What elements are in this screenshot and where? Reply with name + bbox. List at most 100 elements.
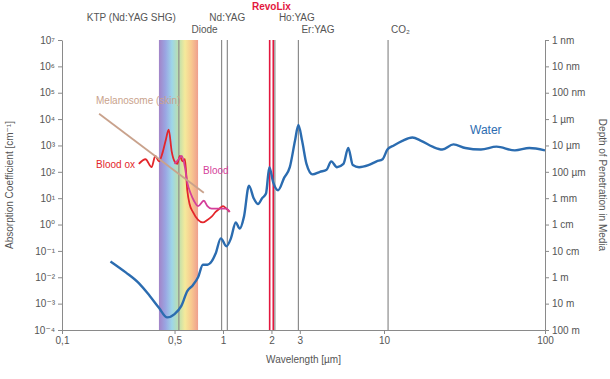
- tick-mark: [300, 330, 301, 334]
- tick-label: 10⁶: [40, 61, 55, 72]
- tick-label: 10⁷: [40, 35, 55, 46]
- tick-mark: [223, 330, 224, 334]
- tick: 100 µm: [545, 167, 586, 178]
- tick: 1 m: [545, 272, 569, 283]
- y2-axis-line: [545, 41, 546, 331]
- tick: 1 mm: [545, 193, 577, 204]
- tick-mark: [545, 145, 549, 146]
- tick-mark: [545, 119, 549, 120]
- tick-label: 1 mm: [552, 193, 577, 204]
- tick: 100 nm: [545, 87, 585, 98]
- laser-label: Er:YAG: [301, 24, 334, 35]
- laser-line: [387, 40, 388, 330]
- tick-label: 100 m: [552, 325, 580, 336]
- tick: 2: [269, 330, 275, 346]
- y2-axis-title: Depth of Penetration in Media: [597, 119, 608, 252]
- tick: 10⁻⁴: [34, 325, 62, 336]
- laser-line: [221, 40, 222, 330]
- tick-label: 2: [269, 335, 275, 346]
- tick-label: 10⁻⁴: [34, 325, 55, 336]
- tick-mark: [545, 40, 549, 41]
- tick-label: 10 µm: [552, 140, 580, 151]
- y2-axis: 1 nm 10 nm 100 nm 1 µm 10 µm 100 µm 1 mm 1 cm 10…: [545, 35, 586, 336]
- tick: 10⁷: [40, 35, 62, 46]
- tick-label: 10¹: [41, 193, 56, 204]
- tick-mark: [58, 145, 62, 146]
- tick-mark: [545, 330, 549, 331]
- series-label: Melanosome (skin): [96, 95, 180, 106]
- series-line: [175, 156, 230, 212]
- laser-line: [298, 40, 299, 330]
- chart: 0,1 0,5 1 2 3 10 100 10⁷ 10⁶ 10⁵ 10⁴ 10³ 10² 10¹ 10⁰ 10…: [0, 0, 610, 379]
- tick-mark: [58, 251, 62, 252]
- tick-mark: [545, 277, 549, 278]
- laser-label: Diode: [191, 24, 218, 35]
- tick-label: 3: [298, 335, 304, 346]
- tick: 10 cm: [545, 246, 579, 257]
- tick-label: 10 m: [552, 298, 574, 309]
- series-line: [99, 114, 204, 193]
- tick-mark: [545, 66, 549, 67]
- tick-mark: [58, 93, 62, 94]
- tick: 1 µm: [545, 114, 574, 125]
- series-line: [139, 130, 230, 223]
- tick-mark: [175, 330, 176, 334]
- tick-label: 10²: [41, 167, 56, 178]
- tick-mark: [545, 225, 549, 226]
- tick-label: 10⁻²: [35, 272, 55, 283]
- tick: 10¹: [41, 193, 62, 204]
- tick-label: 100 nm: [552, 87, 585, 98]
- tick: 0,1: [56, 330, 70, 346]
- tick-label: 1 µm: [552, 114, 574, 125]
- x-axis-line: [63, 330, 546, 331]
- tick-label: 10⁰: [40, 219, 55, 230]
- tick: 10³: [41, 140, 62, 151]
- tick-label: 1 nm: [552, 35, 574, 46]
- x-axis: 0,1 0,5 1 2 3 10 100: [56, 330, 555, 346]
- tick-label: 10⁻¹: [35, 246, 55, 257]
- laser-line: [227, 40, 228, 330]
- tick-label: 10⁴: [40, 114, 55, 125]
- tick-label: 10³: [41, 140, 56, 151]
- tick-mark: [58, 330, 62, 331]
- tick: 10⁻¹: [35, 246, 62, 257]
- tick-label: 0,5: [168, 335, 182, 346]
- laser-label: CO₂: [391, 24, 410, 35]
- tick-label: 10: [379, 335, 391, 346]
- tick-label: 1 m: [552, 272, 569, 283]
- tick: 10: [379, 330, 391, 346]
- tick-label: 10⁵: [40, 87, 55, 98]
- tick-mark: [384, 330, 385, 334]
- tick-label: 10 cm: [552, 246, 579, 257]
- series-label: Blood ox: [96, 159, 135, 170]
- tick: 10²: [41, 167, 62, 178]
- tick: 10 m: [545, 298, 574, 309]
- y-axis-line: [62, 41, 63, 331]
- laser-label: KTP (Nd:YAG SHG): [87, 12, 176, 23]
- tick: 10 µm: [545, 140, 580, 151]
- tick: 1 cm: [545, 219, 574, 230]
- laser-label: Ho:YAG: [279, 12, 315, 23]
- chart-container: 0,1 0,5 1 2 3 10 100 10⁷ 10⁶ 10⁵ 10⁴ 10³ 10² 10¹ 10⁰ 10…: [0, 0, 610, 379]
- tick: 1 nm: [545, 35, 574, 46]
- laser-label: RevoLix: [252, 1, 291, 12]
- tick: 1: [221, 330, 227, 346]
- tick: 10⁵: [40, 87, 62, 98]
- tick-mark: [545, 304, 549, 305]
- tick-mark: [58, 172, 62, 173]
- series-line: [110, 125, 545, 317]
- series-label: Blood: [203, 165, 229, 176]
- tick-mark: [545, 93, 549, 94]
- tick-label: 10⁻³: [35, 298, 55, 309]
- tick-mark: [58, 40, 62, 41]
- tick-label: 100 µm: [552, 167, 586, 178]
- tick-label: 0,1: [56, 335, 70, 346]
- tick: 10 nm: [545, 61, 580, 72]
- tick: 10⁶: [40, 61, 62, 72]
- plot-area: [99, 40, 545, 330]
- tick-mark: [545, 198, 549, 199]
- tick-mark: [58, 66, 62, 67]
- tick-mark: [58, 277, 62, 278]
- tick-label: 100: [537, 335, 554, 346]
- tick: 10⁴: [40, 114, 62, 125]
